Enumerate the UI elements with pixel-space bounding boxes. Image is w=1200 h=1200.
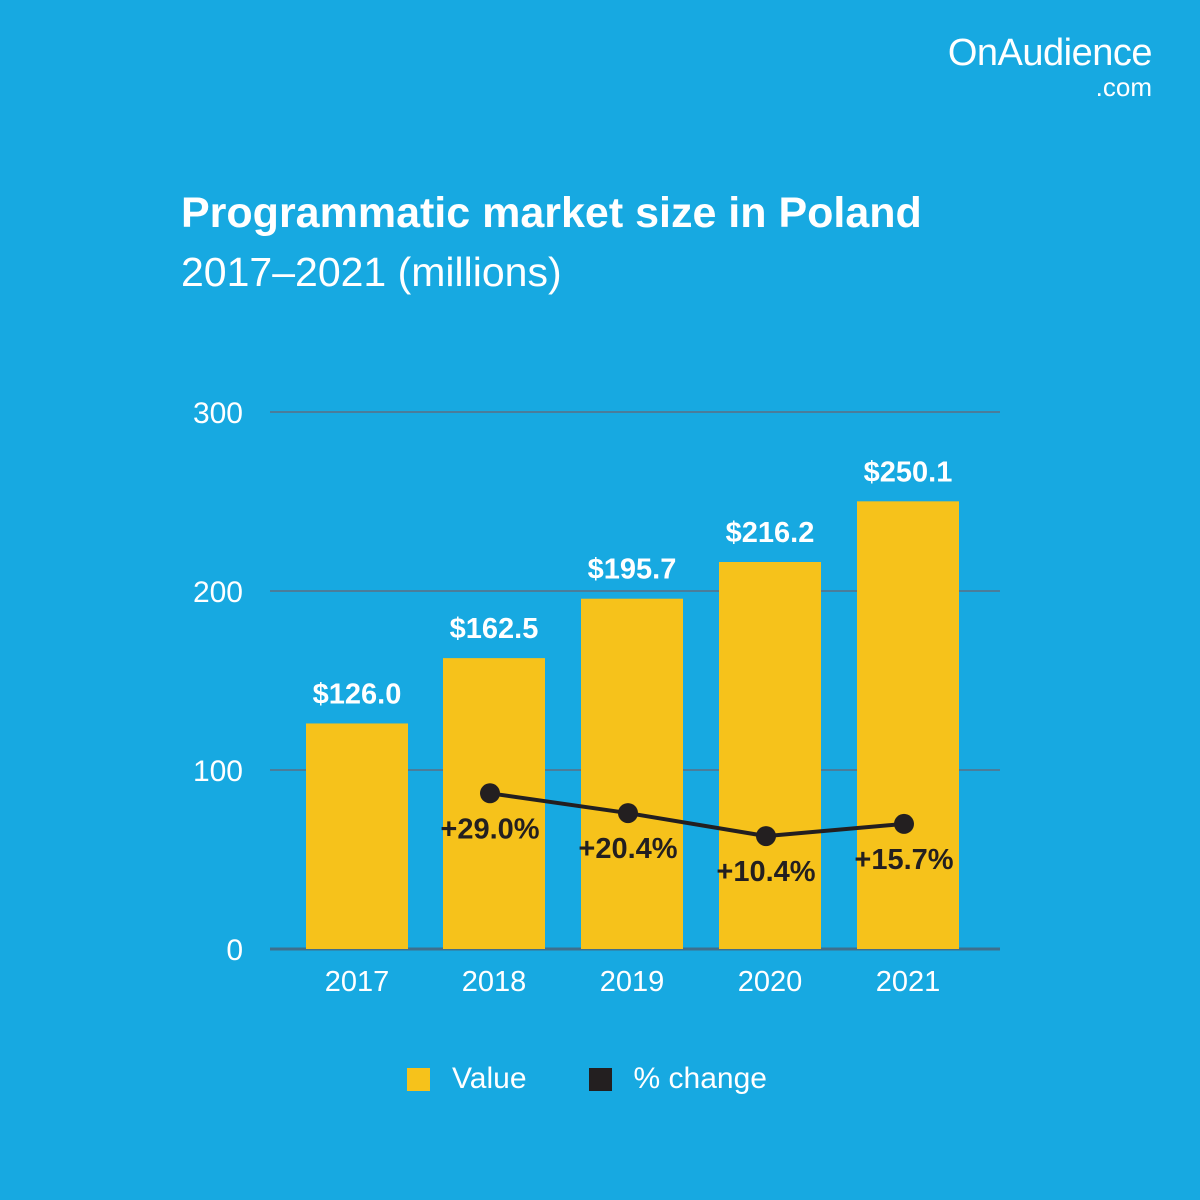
x-tick-label: 2020 bbox=[738, 966, 803, 998]
chart-labels: 0 100 200 300 $126.0 2017 $162.5 2018 $195.7 2019… bbox=[193, 397, 954, 998]
y-tick-label: 200 bbox=[193, 576, 243, 609]
percent-change-point-2018 bbox=[480, 783, 500, 804]
bars bbox=[306, 501, 959, 949]
brand-logo: OnAudience .com bbox=[947, 32, 1153, 102]
chart-titles: Programmatic market size in Poland 2017–… bbox=[181, 188, 922, 297]
legend-item-value: Value bbox=[407, 1062, 527, 1096]
y-tick-label: 100 bbox=[193, 755, 243, 788]
brand-name: OnAudience bbox=[947, 32, 1153, 74]
legend-item-percent-change: % change bbox=[588, 1062, 767, 1096]
bar-value-label: $195.7 bbox=[588, 554, 677, 586]
bar-2020 bbox=[719, 562, 821, 949]
x-tick-label: 2018 bbox=[462, 966, 527, 998]
legend-swatch-value bbox=[407, 1067, 430, 1091]
legend-label-percent-change: % change bbox=[633, 1062, 767, 1095]
legend-label-value: Value bbox=[452, 1062, 527, 1095]
legend: Value % change bbox=[407, 1062, 829, 1096]
bar-2021 bbox=[857, 501, 959, 949]
percent-change-label: +10.4% bbox=[716, 856, 815, 888]
x-tick-label: 2021 bbox=[876, 966, 941, 998]
brand-domain: .com bbox=[1095, 72, 1152, 102]
bar-2019 bbox=[581, 598, 683, 949]
percent-change-polyline bbox=[489, 791, 905, 839]
y-tick-label: 0 bbox=[226, 934, 243, 967]
percent-change-point-2020 bbox=[756, 826, 776, 847]
bar-value-label: $162.5 bbox=[450, 613, 539, 645]
bar-value-label: $126.0 bbox=[313, 678, 402, 710]
y-tick-label: 300 bbox=[193, 397, 243, 430]
percent-change-line bbox=[480, 783, 914, 847]
x-tick-label: 2017 bbox=[325, 966, 390, 998]
x-tick-label: 2019 bbox=[600, 966, 665, 998]
percent-change-point-2019 bbox=[618, 803, 638, 824]
percent-change-label: +20.4% bbox=[578, 833, 677, 865]
chart-subtitle: 2017–2021 (millions) bbox=[181, 248, 562, 295]
chart-title: Programmatic market size in Poland bbox=[181, 189, 922, 237]
bar-value-label: $250.1 bbox=[864, 456, 953, 488]
bar-2017 bbox=[306, 723, 408, 949]
percent-change-point-2021 bbox=[894, 813, 914, 834]
percent-change-label: +15.7% bbox=[854, 844, 953, 876]
percent-change-label: +29.0% bbox=[440, 813, 539, 845]
legend-swatch-percent-change bbox=[588, 1067, 612, 1091]
bar-value-label: $216.2 bbox=[726, 517, 815, 549]
bar-2018 bbox=[443, 658, 545, 949]
